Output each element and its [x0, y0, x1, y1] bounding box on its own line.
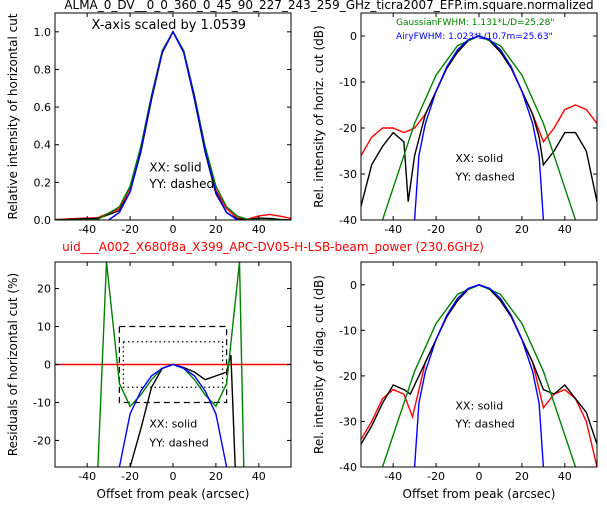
x-axis-label: Offset from peak (arcsec) [403, 487, 556, 501]
legend-gaussian: GaussianFWHM: 1.131*L/D=25.28" [396, 18, 554, 28]
annotation-text: YY: dashed [454, 170, 514, 183]
x-tick-label: 0 [476, 470, 483, 483]
annotation-text: XX: solid [149, 417, 197, 430]
plot-panel-3: -40 -20 0 20 40 20 10 0 -10 -20 Residuals of horiz… [6, 261, 292, 501]
annotation-text: YY: dashed [148, 177, 214, 191]
series-green-line [55, 30, 291, 220]
series-blue-line [413, 35, 545, 220]
x-tick-label: -20 [427, 223, 445, 236]
y-tick-label: 0.4 [34, 139, 52, 152]
series-black-line [55, 30, 291, 220]
y-tick-label: 0.8 [34, 63, 52, 76]
y-tick-label: -30 [339, 168, 357, 181]
annotation-text: XX: solid [455, 152, 503, 165]
y-tick-label: 0.6 [34, 101, 52, 114]
x-tick-label: -40 [78, 470, 96, 483]
axes-frame [360, 261, 598, 468]
x-tick-label: -20 [121, 470, 139, 483]
x-tick-label: -20 [121, 223, 139, 236]
series-blue-line [413, 284, 545, 467]
x-tick-label: 0 [170, 470, 177, 483]
legend-airy: AiryFWHM: 1.023*L/10.7m=25.63" [396, 32, 553, 42]
x-tick-label: 40 [252, 223, 266, 236]
figure-title: ALMA_0_DV__0_0_360_0_45_90_227_243_259_G… [64, 0, 593, 12]
y-tick-label: 0.0 [34, 214, 52, 227]
series-green-line [381, 284, 577, 467]
annotation-text: YY: dashed [454, 418, 514, 431]
annotation-text: XX: solid [455, 400, 503, 413]
y-tick-label: -10 [339, 76, 357, 89]
annotation-text: YY: dashed [148, 436, 208, 449]
y-tick-label: -30 [339, 415, 357, 428]
y-tick-label: 20 [37, 283, 51, 296]
y-tick-label: -10 [33, 396, 51, 409]
y-tick-label: -40 [339, 461, 357, 474]
axes-frame [360, 12, 598, 221]
x-tick-label: 20 [515, 470, 529, 483]
plot-panel-2: -40 -20 0 20 40 0 -10 -20 -30 -40 Rel. intensity o… [312, 12, 598, 236]
x-axis-label: Offset from peak (arcsec) [97, 487, 250, 501]
x-tick-label: 0 [170, 223, 177, 236]
series-red-line [55, 30, 291, 220]
y-axis-label: Rel. intensity of diag. cut (dB) [312, 275, 326, 454]
series-blue-line [108, 30, 238, 220]
y-tick-label: -20 [339, 370, 357, 383]
series-black-line [129, 354, 236, 467]
y-axis-label: Residuals of horizontal cut (%) [6, 273, 20, 456]
y-axis-label: Rel. intensity of horiz. cut (dB) [312, 25, 326, 207]
y-axis-label: Relative intensity of horizontal cut [6, 13, 20, 219]
plot-panel-1: -40 -20 0 20 40 0.0 0.2 0.4 0.6 0.8 1.0 Relative in… [6, 12, 292, 236]
annotation-text: XX: solid [149, 160, 201, 174]
x-tick-label: 40 [558, 223, 572, 236]
x-tick-label: -40 [78, 223, 96, 236]
x-tick-label: 20 [209, 470, 223, 483]
x-tick-label: -40 [384, 470, 402, 483]
series-green-line [381, 35, 577, 220]
x-tick-label: 0 [476, 223, 483, 236]
x-tick-label: 20 [209, 223, 223, 236]
y-tick-label: 10 [37, 321, 51, 334]
annotation-text: X-axis scaled by 1.0539 [91, 18, 246, 33]
x-tick-label: -40 [384, 223, 402, 236]
y-tick-label: -20 [33, 434, 51, 447]
x-tick-label: 40 [558, 470, 572, 483]
y-tick-label: -20 [339, 122, 357, 135]
y-tick-label: -40 [339, 214, 357, 227]
series-red-line [361, 284, 597, 467]
x-tick-label: -20 [427, 470, 445, 483]
y-tick-label: 0 [44, 359, 51, 372]
figure-subtitle: uid___A002_X680f8a_X399_APC-DV05-H-LSB-b… [62, 240, 484, 254]
y-tick-label: 0 [350, 279, 357, 292]
x-tick-label: 40 [252, 470, 266, 483]
series-blue-line [118, 363, 228, 467]
y-tick-label: 1.0 [34, 26, 52, 39]
y-tick-label: -10 [339, 324, 357, 337]
x-tick-label: 20 [515, 223, 529, 236]
y-tick-label: 0 [350, 30, 357, 43]
plot-panel-4: -40 -20 0 20 40 0 -10 -20 -30 -40 Rel. intensity o… [312, 261, 598, 501]
y-tick-label: 0.2 [34, 176, 52, 189]
